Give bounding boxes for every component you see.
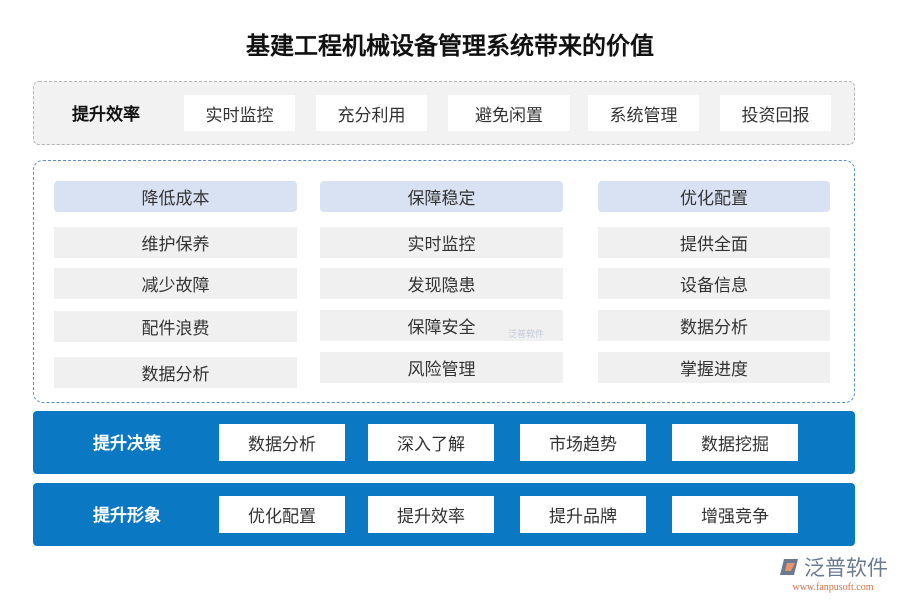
image-section: 提升形象 优化配置 提升效率 提升品牌 增强竞争 bbox=[33, 483, 855, 546]
logo-icon bbox=[780, 559, 798, 575]
decision-label: 提升决策 bbox=[93, 434, 161, 454]
efficiency-label: 提升效率 bbox=[72, 105, 140, 125]
logo-name: 泛普软件 bbox=[804, 556, 888, 580]
column-item: 实时监控 bbox=[320, 227, 563, 258]
image-item: 提升品牌 bbox=[520, 496, 646, 533]
efficiency-item: 投资回报 bbox=[720, 95, 831, 131]
column-item: 配件浪费 bbox=[54, 311, 297, 342]
column-header: 优化配置 bbox=[598, 181, 830, 212]
column-item: 发现隐患 bbox=[320, 268, 563, 299]
column-item: 掌握进度 bbox=[598, 352, 830, 383]
efficiency-item: 充分利用 bbox=[316, 95, 427, 131]
decision-section: 提升决策 数据分析 深入了解 市场趋势 数据挖掘 bbox=[33, 411, 855, 474]
values-section bbox=[33, 160, 855, 403]
decision-item: 深入了解 bbox=[368, 424, 494, 461]
efficiency-section: 提升效率 实时监控 充分利用 避免闲置 系统管理 投资回报 bbox=[33, 81, 855, 145]
watermark: 泛普软件 bbox=[508, 330, 545, 340]
column-item: 保障安全 bbox=[320, 310, 563, 341]
column-item: 减少故障 bbox=[54, 268, 297, 299]
logo-url: www.fanpusoft.com bbox=[792, 582, 874, 593]
image-item: 提升效率 bbox=[368, 496, 494, 533]
column-item: 数据分析 bbox=[54, 357, 297, 388]
column-header: 保障稳定 bbox=[320, 181, 563, 212]
decision-item: 数据分析 bbox=[219, 424, 345, 461]
decision-item: 数据挖掘 bbox=[672, 424, 798, 461]
column-item: 数据分析 bbox=[598, 310, 830, 341]
image-item: 优化配置 bbox=[219, 496, 345, 533]
logo: 泛普软件 www.fanpusoft.com bbox=[778, 552, 888, 593]
efficiency-item: 系统管理 bbox=[588, 95, 699, 131]
column-item: 维护保养 bbox=[54, 227, 297, 258]
efficiency-item: 实时监控 bbox=[184, 95, 295, 131]
image-item: 增强竞争 bbox=[672, 496, 798, 533]
efficiency-item: 避免闲置 bbox=[448, 95, 570, 131]
column-item: 风险管理 bbox=[320, 352, 563, 383]
column-item: 提供全面 bbox=[598, 227, 830, 258]
page-title: 基建工程机械设备管理系统带来的价值 bbox=[246, 32, 654, 60]
image-label: 提升形象 bbox=[93, 506, 161, 526]
decision-item: 市场趋势 bbox=[520, 424, 646, 461]
column-item: 设备信息 bbox=[598, 268, 830, 299]
column-header: 降低成本 bbox=[54, 181, 297, 212]
